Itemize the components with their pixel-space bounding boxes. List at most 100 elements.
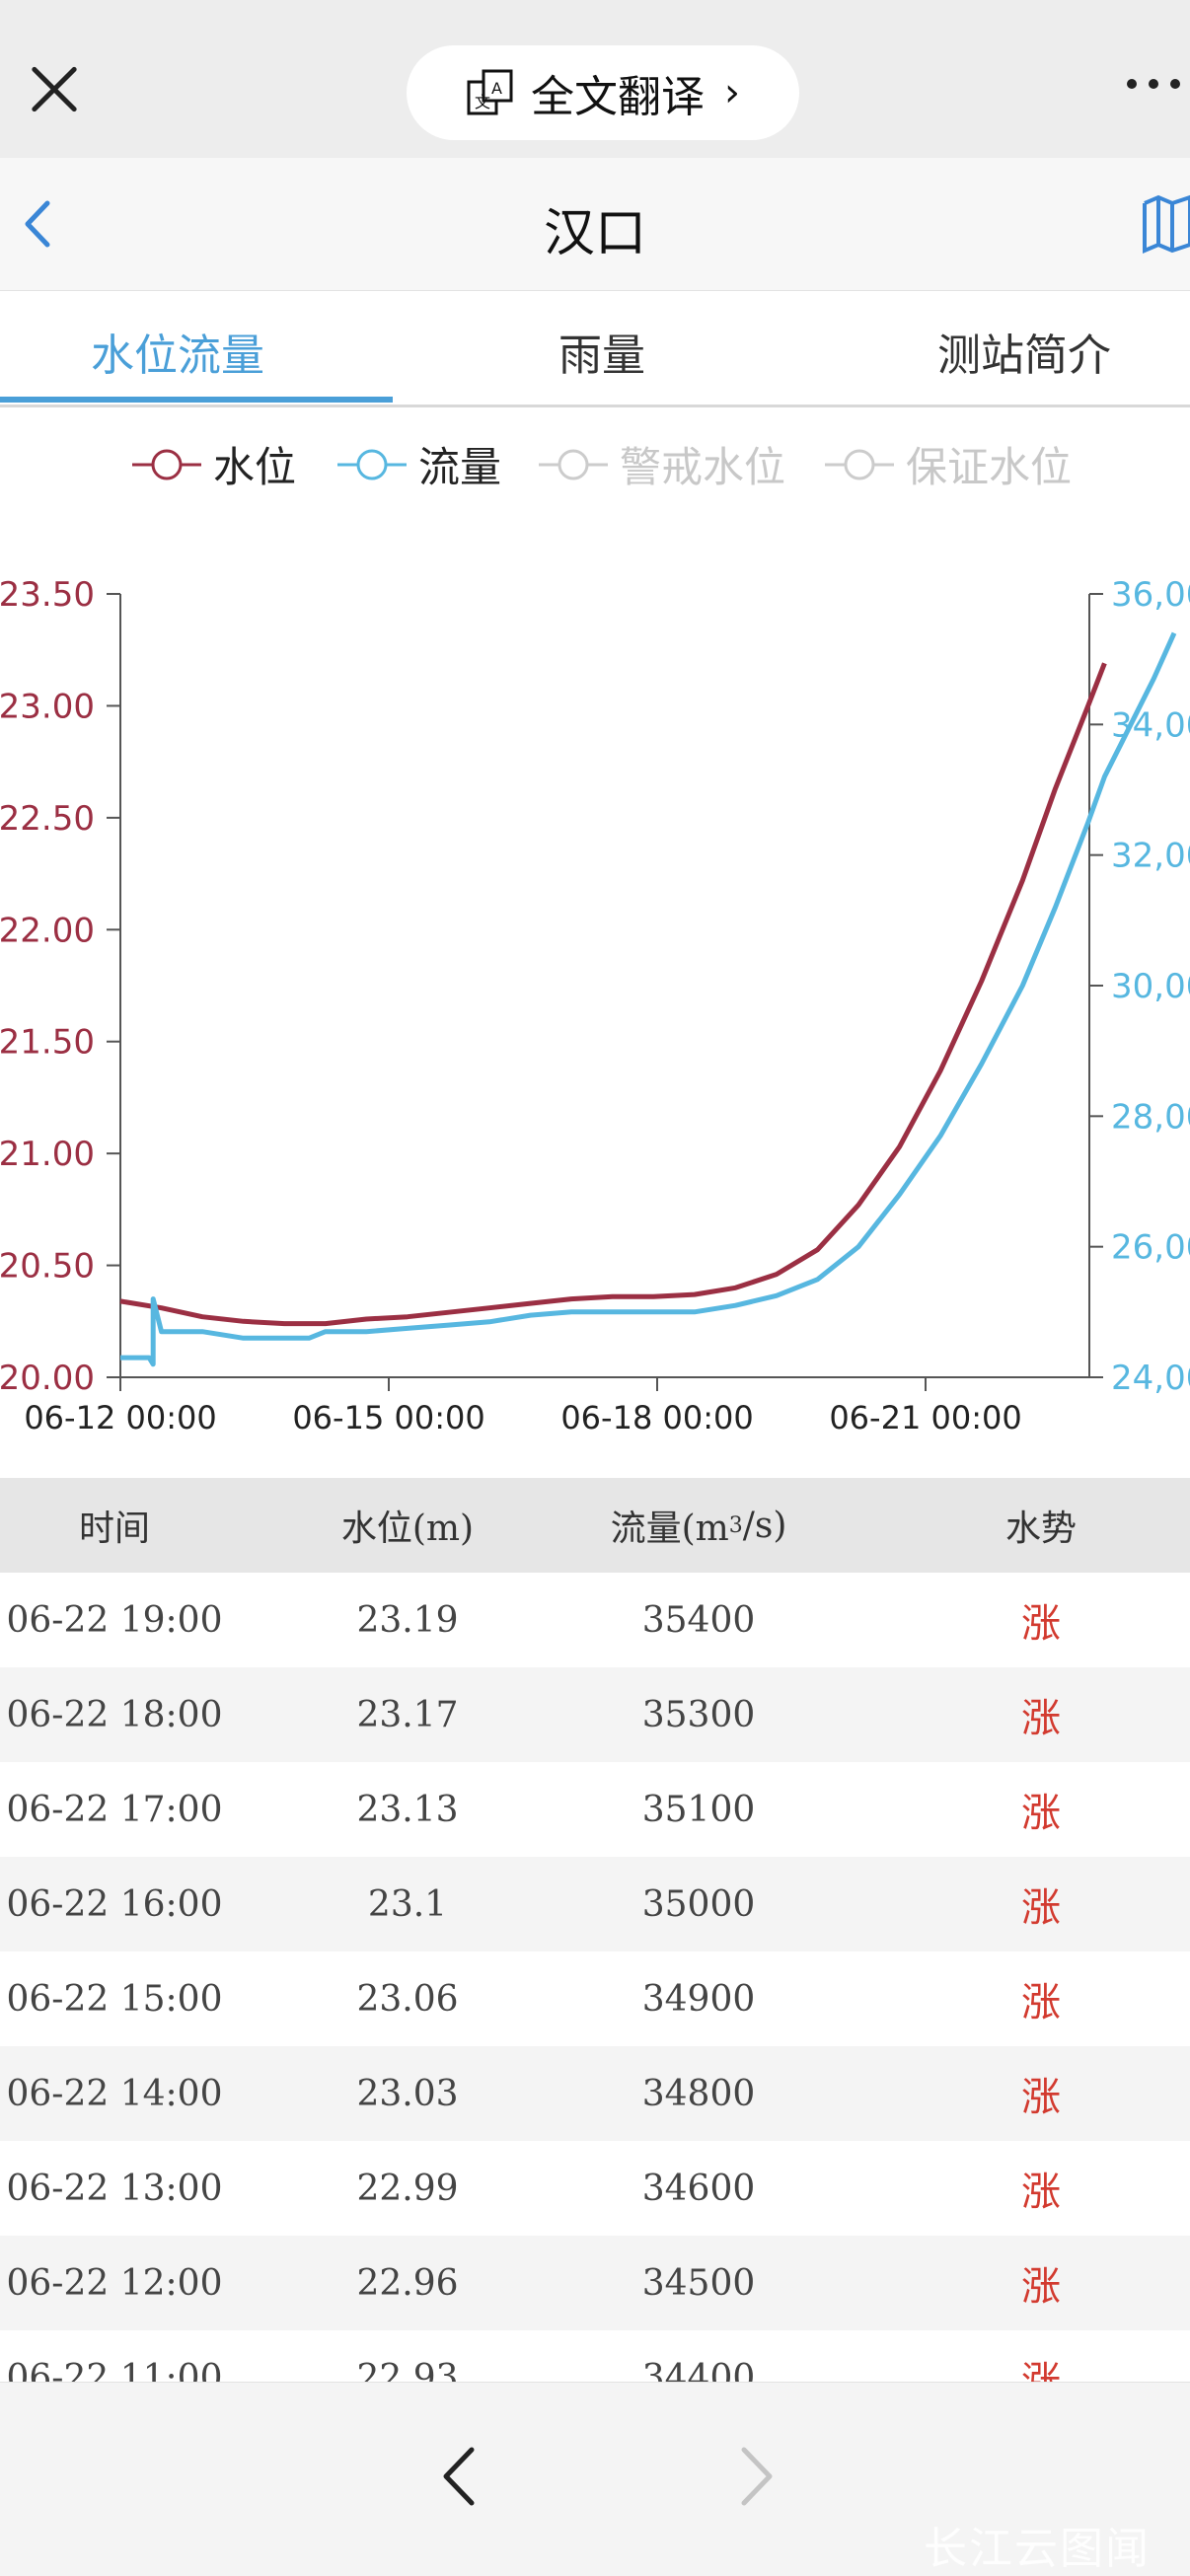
header-flow-prefix: 流量(m [610,1509,729,1549]
cell-trend: 涨 [1021,1696,1061,1741]
table-row: 06-22 15:00 23.06 34900 涨 [0,1951,1190,2046]
header-flow: 流量(m 3/s) [572,1478,825,1573]
cell-flow: 34800 [641,2073,756,2114]
cell-time: 06-22 14:00 [6,2073,223,2114]
legend-warning-level-icon [539,449,608,479]
right-axis-tick-label: 26,00 [1111,1228,1190,1268]
table-body: 06-22 19:00 23.19 35400 涨 06-22 18:00 23.17 35… [0,1573,1190,2425]
cell-time: 06-22 17:00 [6,1789,223,1830]
cell-trend: 涨 [1021,1885,1061,1931]
title-bar: 汉口 [0,158,1190,291]
table-row: 06-22 19:00 23.19 35400 涨 [0,1573,1190,1667]
page-title: 汉口 [543,204,646,263]
data-table: 时间 水位(m) 流量(m 3/s) 水势 06-22 19:00 23.19 354… [0,1478,1190,2425]
x-axis-tick-label: 06-21 00:00 [829,1399,1021,1436]
cell-trend: 涨 [1021,1980,1061,2025]
header-flow-sup: 3 [728,1512,743,1538]
x-axis-tick-label: 06-15 00:00 [292,1399,484,1436]
cell-flow: 34900 [641,1978,756,2020]
forward-arrow-icon[interactable] [732,2442,781,2511]
cell-water-level: 23.06 [356,1978,459,2020]
series-line-flow [120,631,1177,1367]
right-axis-tick-label: 24,00 [1111,1359,1190,1398]
translate-label: 全文翻译 [531,72,705,122]
cell-water-level: 23.17 [356,1694,459,1735]
table-row: 06-22 18:00 23.17 35300 涨 [0,1667,1190,1762]
cell-water-level: 23.03 [356,2073,459,2114]
left-axis-tick-label: 22.50 [0,799,95,839]
cell-time: 06-22 19:00 [6,1599,223,1641]
cell-flow: 34600 [641,2168,756,2209]
header-trend: 水势 [1004,1509,1077,1549]
table-row: 06-22 12:00 22.96 34500 涨 [0,2236,1190,2330]
right-axis-tick-label: 36,00 [1111,575,1190,615]
table-row: 06-22 17:00 23.13 35100 涨 [0,1762,1190,1857]
more-options-icon[interactable] [1127,79,1180,89]
legend-label: 水位 [213,443,297,491]
left-axis-tick-label: 20.50 [0,1247,95,1287]
cell-trend: 涨 [1021,2264,1061,2310]
top-bar: A 文 全文翻译 › [0,0,1190,158]
translate-icon: A 文 [467,69,513,115]
legend-water-level-icon [132,449,201,479]
header-time: 时间 [78,1509,150,1549]
watermark: 长江云图闻 [924,2524,1151,2574]
legend-item-warning-level[interactable]: 警戒水位 [537,434,785,494]
legend-item-flow[interactable]: 流量 [335,434,501,494]
cell-flow: 35300 [641,1694,756,1735]
table-row: 06-22 16:00 23.1 35000 涨 [0,1857,1190,1951]
left-axis-tick-label: 21.50 [0,1023,95,1063]
table-row: 06-22 14:00 23.03 34800 涨 [0,2046,1190,2141]
active-tab-indicator [0,397,393,403]
cell-flow: 34500 [641,2262,756,2304]
cell-water-level: 22.99 [356,2168,459,2209]
water-level-flow-chart: 20.00 20.50 21.00 21.50 22.00 22.50 23.00 23.50… [0,575,1190,1436]
cell-time: 06-22 15:00 [6,1978,223,2020]
tab-water-level-flow[interactable]: 水位流量 [91,331,264,381]
header-flow-suffix: /s) [742,1505,787,1546]
legend-item-water-level[interactable]: 水位 [130,434,296,494]
translate-button[interactable]: A 文 全文翻译 › [407,45,799,140]
tab-station-info[interactable]: 测站简介 [937,331,1111,381]
legend-label: 流量 [418,443,502,491]
cell-trend: 涨 [1021,2170,1061,2215]
cell-flow: 35100 [641,1789,756,1830]
cell-water-level: 23.19 [356,1599,459,1641]
cell-water-level: 23.1 [367,1883,448,1925]
map-icon[interactable] [1137,189,1190,258]
bottom-nav-bar: 长江云图闻 [0,2382,1190,2576]
svg-text:A: A [491,79,502,98]
cell-flow: 35000 [641,1883,756,1925]
cell-time: 06-22 13:00 [6,2168,223,2209]
cell-flow: 35400 [641,1599,756,1641]
legend-flow-icon [337,449,407,479]
svg-text:文: 文 [475,93,490,111]
cell-trend: 涨 [1021,1791,1061,1836]
cell-trend: 涨 [1021,1601,1061,1647]
chevron-right-icon: › [724,70,740,115]
tab-rainfall[interactable]: 雨量 [558,331,645,381]
right-axis-tick-label: 30,00 [1111,967,1190,1006]
left-axis-tick-label: 21.00 [0,1135,95,1174]
cell-water-level: 23.13 [356,1789,459,1830]
x-axis-tick-label: 06-18 00:00 [560,1399,753,1436]
series-line-water-level [119,662,1107,1327]
legend-item-guarantee-level[interactable]: 保证水位 [823,434,1072,494]
back-arrow-icon[interactable] [434,2442,483,2511]
cell-time: 06-22 16:00 [6,1883,223,1925]
header-water-level: 水位(m) [340,1509,475,1549]
left-axis-tick-label: 20.00 [0,1359,95,1398]
cell-time: 06-22 18:00 [6,1694,223,1735]
x-axis-tick-label: 06-12 00:00 [24,1399,216,1436]
tab-bar: 水位流量 雨量 测站简介 [0,290,1190,407]
legend-guarantee-level-icon [825,449,894,479]
table-row: 06-22 13:00 22.99 34600 涨 [0,2141,1190,2236]
cell-trend: 涨 [1021,2075,1061,2120]
left-axis-tick-label: 23.50 [0,575,95,615]
table-header: 时间 水位(m) 流量(m 3/s) 水势 [0,1478,1190,1573]
close-icon[interactable] [28,63,81,116]
back-icon[interactable] [18,197,57,251]
legend-label: 保证水位 [906,443,1073,491]
right-axis-tick-label: 28,00 [1111,1097,1190,1137]
cell-time: 06-22 12:00 [6,2262,223,2304]
